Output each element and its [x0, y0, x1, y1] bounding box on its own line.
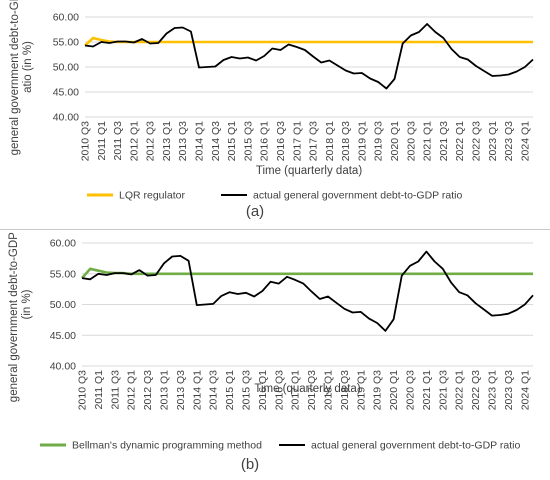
x-axis-title: Time (quarterly data): [256, 165, 362, 177]
x-tick-label: 2010 Q3: [77, 370, 89, 410]
x-tick-label: 2022 Q1: [454, 121, 466, 161]
x-tick-label: 2017 Q3: [308, 121, 320, 161]
x-tick-label: 2015 Q1: [224, 370, 236, 410]
x-tick-label: 2015 Q1: [226, 121, 238, 161]
x-tick-label: 2012 Q1: [126, 370, 138, 410]
x-tick-label: 2010 Q3: [80, 121, 92, 161]
x-tick-label: 2018 Q3: [340, 121, 352, 161]
x-tick-label: 2011 Q3: [109, 370, 121, 410]
y-tick-label: 55.00: [53, 37, 79, 49]
y-axis-title: general government debt-to-GDP r: [9, 0, 21, 155]
x-tick-label: 2016 Q3: [273, 370, 285, 410]
y-tick-label: 50.00: [50, 299, 76, 311]
x-tick-label: 2022 Q3: [470, 121, 482, 161]
y-tick-label: 45.00: [53, 87, 79, 99]
x-tick-label: 2017 Q3: [306, 370, 318, 410]
y-tick-label: 60.00: [50, 238, 76, 250]
x-tick-label: 2019 Q3: [373, 121, 385, 161]
x-tick-label: 2014 Q1: [191, 370, 203, 410]
y-tick-label: 50.00: [53, 62, 79, 74]
x-tick-label: 2024 Q1: [519, 370, 531, 410]
x-tick-label: 2016 Q3: [275, 121, 287, 161]
x-tick-label: 2013 Q1: [159, 370, 171, 410]
chart-panel-a: 40.00 45.00 50.00 55.00 60.00 2010 Q3 2011 Q1 2…: [0, 0, 550, 227]
x-tick-label: 2018 Q3: [339, 370, 351, 410]
y-axis-title: general government debt-to-GDP ratio: [8, 230, 20, 402]
x-tick-label: 2017 Q1: [291, 121, 303, 161]
x-tick-label: 2012 Q1: [128, 121, 140, 161]
x-tick-label: 2012 Q3: [145, 121, 157, 161]
y-tick-label: 60.00: [53, 12, 79, 24]
x-tick-label: 2019 Q1: [355, 370, 367, 410]
actual-debt-ratio-line: [84, 23, 534, 90]
panel-caption: (b): [241, 456, 259, 473]
x-tick-label: 2021 Q1: [422, 121, 434, 161]
x-tick-label: 2018 Q1: [323, 370, 335, 410]
x-tick-label: 2014 Q1: [194, 121, 206, 161]
chart-b-svg: 40.00 45.00 50.00 55.00 60.00 2010 Q3 2011 Q1 2…: [8, 230, 534, 473]
panel-caption: (a): [246, 203, 264, 220]
x-tick-label: 2017 Q1: [290, 370, 302, 410]
x-tick-label: 2020 Q3: [405, 370, 417, 410]
y-tick-label: 45.00: [50, 330, 76, 342]
x-tick-label: 2016 Q1: [257, 370, 269, 410]
x-tick-label: 2020 Q1: [388, 370, 400, 410]
x-tick-label: 2024 Q1: [519, 121, 531, 161]
x-tick-label: 2015 Q3: [241, 370, 253, 410]
lqr-regulator-line: [84, 36, 533, 47]
legend-label: LQR regulator: [119, 190, 185, 202]
x-tick-label: 2018 Q1: [324, 121, 336, 161]
chart-a-svg: 40.00 45.00 50.00 55.00 60.00 2010 Q3 2011 Q1 2…: [9, 0, 534, 220]
x-tick-label: 2023 Q3: [503, 121, 515, 161]
x-tick-label: 2015 Q3: [242, 121, 254, 161]
y-axis-title: (in %): [21, 289, 33, 319]
x-tick-label: 2013 Q3: [177, 121, 189, 161]
x-tick-label: 2023 Q3: [503, 370, 515, 410]
legend-label: actual general government debt-to-GDP ra…: [253, 190, 462, 202]
y-axis-title: atio (in %): [22, 41, 34, 93]
x-axis-title: Time (quarterly data): [254, 383, 360, 395]
y-tick-label: 40.00: [50, 361, 76, 373]
x-tick-label: 2020 Q1: [389, 121, 401, 161]
y-tick-label: 55.00: [50, 268, 76, 280]
x-tick-label: 2021 Q3: [437, 370, 449, 410]
legend-label: actual general government debt-to-GDP ra…: [311, 440, 520, 452]
x-tick-label: 2019 Q1: [356, 121, 368, 161]
x-tick-label: 2011 Q1: [93, 370, 105, 410]
x-tick-label: 2016 Q1: [259, 121, 271, 161]
legend-label: Bellman's dynamic programming method: [72, 440, 262, 452]
x-tick-label: 2020 Q3: [405, 121, 417, 161]
x-tick-label: 2014 Q3: [208, 370, 220, 410]
chart-panel-b: 40.00 45.00 50.00 55.00 60.00 2010 Q3 2011 Q1 2…: [0, 229, 550, 480]
x-tick-label: 2023 Q1: [487, 121, 499, 161]
x-tick-label: 2013 Q1: [161, 121, 173, 161]
x-tick-label: 2013 Q3: [175, 370, 187, 410]
x-tick-label: 2022 Q1: [454, 370, 466, 410]
x-tick-label: 2021 Q3: [438, 121, 450, 161]
x-tick-label: 2019 Q3: [372, 370, 384, 410]
x-tick-label: 2012 Q3: [142, 370, 154, 410]
x-tick-label: 2022 Q3: [470, 370, 482, 410]
actual-debt-ratio-line: [81, 250, 534, 332]
y-tick-label: 40.00: [53, 112, 79, 124]
x-tick-label: 2023 Q1: [487, 370, 499, 410]
x-tick-label: 2014 Q3: [210, 121, 222, 161]
x-tick-label: 2021 Q1: [421, 370, 433, 410]
x-tick-label: 2011 Q1: [96, 121, 108, 161]
bellman-method-line: [81, 267, 533, 279]
x-tick-label: 2011 Q3: [112, 121, 124, 161]
